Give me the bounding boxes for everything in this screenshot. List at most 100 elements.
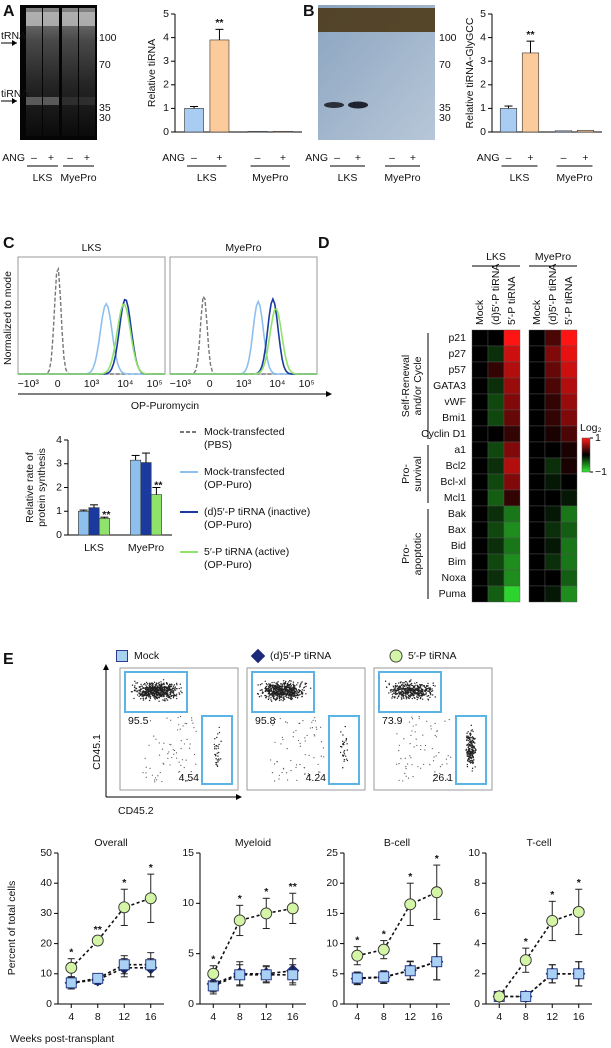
event-dot [345,737,348,740]
y-tick-label: 1 [163,102,169,114]
event-dot [151,689,154,692]
event-dot [160,693,163,696]
event-dot [279,691,282,693]
event-dot [438,752,440,754]
event-dot [169,683,171,686]
event-dot [178,771,180,773]
event-dot [288,686,291,689]
event-dot [189,743,191,745]
event-dot [266,695,268,698]
row-label: Bax [448,524,467,536]
event-dot [289,691,291,693]
event-dot [289,692,291,694]
event-dot [268,697,270,699]
event-dot [282,699,284,702]
event-dot [256,692,259,695]
marker-square [92,972,104,984]
y-axis-label: Percent of total cells [6,881,18,976]
event-dot [147,691,150,693]
group-label: MyePro [384,172,420,184]
heatmap-cell [528,409,546,427]
event-dot [283,698,286,700]
marker-label: 35 [439,102,451,114]
event-dot [425,692,427,694]
event-dot [469,756,471,759]
y-tick-label: 0 [56,529,62,541]
event-dot [260,695,262,697]
event-dot [173,684,176,686]
event-dot [135,690,137,692]
event-dot [180,690,182,692]
event-dot [432,760,435,762]
event-dot [399,691,401,693]
event-dot [146,690,148,692]
histogram-curve [170,299,317,375]
heatmap-cell [560,345,578,363]
gate [251,671,315,713]
heatmap-cell [487,457,505,475]
heatmap-cell [471,569,489,587]
heatmap-cell [560,441,578,459]
treatment-label: ANG [477,152,500,164]
event-dot [280,687,283,689]
heatmap-cell [503,585,521,603]
event-dot [394,687,396,689]
event-dot [192,722,194,724]
event-dot [467,735,469,738]
heatmap-cell [560,553,578,571]
marker-circle [377,943,390,956]
event-dot [166,686,168,689]
event-dot [311,721,313,723]
event-dot [287,684,289,686]
x-tick-label: 10³ [236,378,252,390]
event-dot [182,725,184,727]
event-dot [178,687,180,690]
histogram-curve [170,307,317,375]
event-dot [281,688,284,690]
marker-square [145,959,157,971]
event-dot [431,748,433,750]
event-dot [425,693,427,695]
event-dot [264,680,266,682]
treatment-sign: + [280,152,286,164]
event-dot [403,682,405,684]
event-dot [471,748,473,751]
event-dot [470,761,472,764]
event-dot [473,750,475,752]
event-dot [315,726,317,728]
heatmap-cell [503,569,521,587]
event-dot [300,692,303,694]
y-tick-label: 0 [46,998,52,1010]
event-dot [426,685,428,687]
event-dot [144,687,146,689]
marker-square [378,971,390,983]
event-dot [402,682,404,684]
event-dot [214,754,217,756]
event-dot [418,695,420,697]
chart-title: Overall [94,837,127,849]
event-dot [178,761,180,763]
event-dot [296,689,298,692]
event-dot [291,698,293,700]
event-dot [299,683,302,685]
event-dot [163,763,165,765]
event-dot [258,696,261,698]
event-dot [283,688,286,690]
event-dot [411,716,413,718]
event-dot [275,694,278,696]
gel-band [79,97,95,105]
bar [78,510,90,536]
heatmap-cell [471,521,489,539]
series-line [357,960,438,980]
legend-label: Mock-transfected (OP-Puro) [204,466,285,491]
event-dot [297,691,299,693]
event-dot [218,731,221,734]
event-dot [283,693,285,696]
event-dot [270,697,272,699]
treatment-sign: – [255,152,261,164]
event-dot [217,751,220,754]
event-dot [145,686,148,689]
histogram-curve [18,302,165,375]
event-dot [175,693,178,695]
event-dot [468,752,471,755]
